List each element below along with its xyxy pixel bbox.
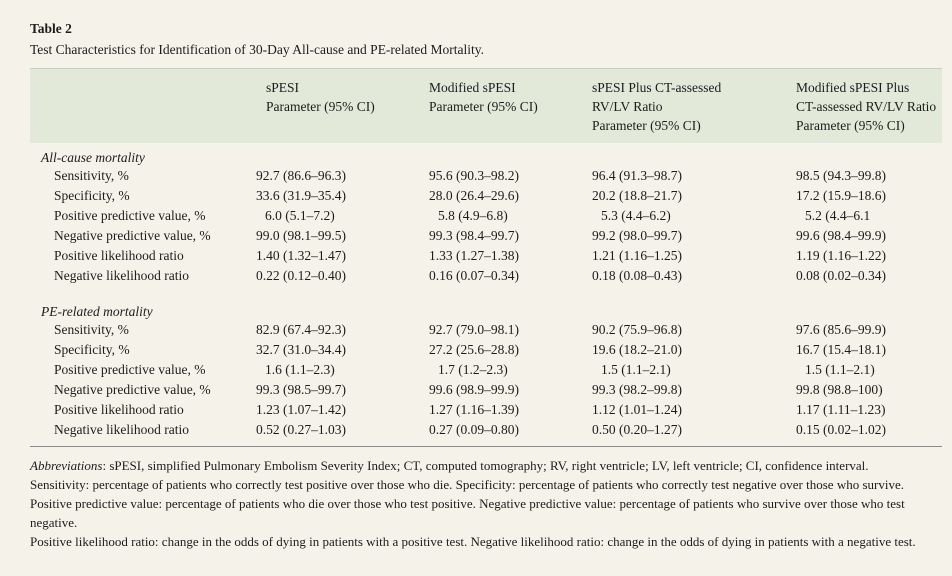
table-cell: 1.21 (1.16–1.25)	[592, 248, 682, 263]
table-row: Sensitivity, % 92.7 (86.6–96.3) 95.6 (90.3…	[30, 168, 942, 186]
table-row: Negative likelihood ratio 0.22 (0.12–0.40…	[30, 268, 942, 286]
table-cell: 0.15 (0.02–1.02)	[796, 422, 886, 437]
table-cell: 6.0 (5.1–7.2)	[265, 208, 335, 223]
table-cell: 0.52 (0.27–1.03)	[256, 422, 346, 437]
table-header: sPESI Parameter (95% CI) Modified sPESI …	[30, 68, 942, 143]
table-row: Positive predictive value, % 6.0 (5.1–7.2…	[30, 208, 942, 226]
table-cell: 5.3 (4.4–6.2)	[601, 208, 671, 223]
row-label: Specificity, %	[54, 342, 130, 357]
table-row: Negative predictive value, % 99.0 (98.1–9…	[30, 228, 942, 246]
table-cell: 1.5 (1.1–2.1)	[601, 362, 671, 377]
table-row: Negative likelihood ratio 0.52 (0.27–1.03…	[30, 422, 942, 440]
table-label: Table 2	[30, 21, 72, 36]
table-cell: 27.2 (25.6–28.8)	[429, 342, 519, 357]
table-cell: 99.2 (98.0–99.7)	[592, 228, 682, 243]
row-label: Negative predictive value, %	[54, 228, 211, 243]
table-cell: 92.7 (79.0–98.1)	[429, 322, 519, 337]
abbreviations-label: Abbreviations	[30, 458, 103, 473]
table-row: Sensitivity, % 82.9 (67.4–92.3) 92.7 (79.0…	[30, 322, 942, 340]
table-cell: 0.27 (0.09–0.80)	[429, 422, 519, 437]
table-cell: 0.08 (0.02–0.34)	[796, 268, 886, 283]
footnote-likelihood-ratio: Positive likelihood ratio: change in the…	[30, 534, 916, 549]
table-cell: 1.23 (1.07–1.42)	[256, 402, 346, 417]
column-header-spesi: sPESI Parameter (95% CI)	[266, 80, 375, 114]
table-cell: 1.40 (1.32–1.47)	[256, 248, 346, 263]
table-cell: 1.19 (1.16–1.22)	[796, 248, 886, 263]
table-cell: 1.17 (1.11–1.23)	[796, 402, 886, 417]
footnotes: Abbreviations: sPESI, simplified Pulmona…	[30, 456, 940, 551]
table-row: Negative predictive value, % 99.3 (98.5–9…	[30, 382, 942, 400]
table-cell: 97.6 (85.6–99.9)	[796, 322, 886, 337]
footnote-sensitivity: Sensitivity: percentage of patients who …	[30, 477, 904, 492]
table-cell: 99.6 (98.4–99.9)	[796, 228, 886, 243]
table-row: Specificity, % 33.6 (31.9–35.4) 28.0 (26.4…	[30, 188, 942, 206]
footnote-predictive-value: Positive predictive value: percentage of…	[30, 496, 905, 530]
row-label: Specificity, %	[54, 188, 130, 203]
table-cell: 5.2 (4.4–6.1	[805, 208, 871, 223]
column-header-modified-spesi: Modified sPESI Parameter (95% CI)	[429, 80, 538, 114]
row-label: Sensitivity, %	[54, 322, 129, 337]
row-label: Negative likelihood ratio	[54, 268, 189, 283]
table-cell: 90.2 (75.9–96.8)	[592, 322, 682, 337]
table-cell: 82.9 (67.4–92.3)	[256, 322, 346, 337]
row-label: Positive likelihood ratio	[54, 402, 184, 417]
table-cell: 5.8 (4.9–6.8)	[438, 208, 508, 223]
table-row: Specificity, % 32.7 (31.0–34.4) 27.2 (25.6…	[30, 342, 942, 360]
section-title-all-cause: All-cause mortality	[41, 150, 145, 165]
row-label: Positive predictive value, %	[54, 208, 206, 223]
table-cell: 99.3 (98.4–99.7)	[429, 228, 519, 243]
table-cell: 99.3 (98.2–99.8)	[592, 382, 682, 397]
table-cell: 17.2 (15.9–18.6)	[796, 188, 886, 203]
table-cell: 99.3 (98.5–99.7)	[256, 382, 346, 397]
table-cell: 0.22 (0.12–0.40)	[256, 268, 346, 283]
table-row: Positive predictive value, % 1.6 (1.1–2.3…	[30, 362, 942, 380]
section-title-pe-related: PE-related mortality	[41, 304, 153, 319]
column-header-modified-spesi-ct: Modified sPESI Plus CT-assessed RV/LV Ra…	[796, 80, 937, 133]
table-cell: 99.8 (98.8–100)	[796, 382, 883, 397]
row-label: Negative predictive value, %	[54, 382, 211, 397]
row-label: Positive predictive value, %	[54, 362, 206, 377]
table-cell: 33.6 (31.9–35.4)	[256, 188, 346, 203]
footnote-abbreviations: Abbreviations: sPESI, simplified Pulmona…	[30, 456, 940, 475]
table-cell: 32.7 (31.0–34.4)	[256, 342, 346, 357]
table-cell: 0.16 (0.07–0.34)	[429, 268, 519, 283]
table-cell: 95.6 (90.3–98.2)	[429, 168, 519, 183]
table-bottom-rule	[30, 446, 942, 447]
table-cell: 92.7 (86.6–96.3)	[256, 168, 346, 183]
table-cell: 1.6 (1.1–2.3)	[265, 362, 335, 377]
table-cell: 98.5 (94.3–99.8)	[796, 168, 886, 183]
table-cell: 1.5 (1.1–2.1)	[805, 362, 875, 377]
table-row: Positive likelihood ratio 1.23 (1.07–1.42…	[30, 402, 942, 420]
table-row: Positive likelihood ratio 1.40 (1.32–1.47…	[30, 248, 942, 266]
table-cell: 1.12 (1.01–1.24)	[592, 402, 682, 417]
table-cell: 1.7 (1.2–2.3)	[438, 362, 508, 377]
table-cell: 28.0 (26.4–29.6)	[429, 188, 519, 203]
table-cell: 0.50 (0.20–1.27)	[592, 422, 682, 437]
table-cell: 20.2 (18.8–21.7)	[592, 188, 682, 203]
table-cell: 19.6 (18.2–21.0)	[592, 342, 682, 357]
table-caption: Test Characteristics for Identification …	[30, 42, 485, 57]
table-cell: 1.33 (1.27–1.38)	[429, 248, 519, 263]
table-cell: 16.7 (15.4–18.1)	[796, 342, 886, 357]
table-cell: 1.27 (1.16–1.39)	[429, 402, 519, 417]
column-header-spesi-ct: sPESI Plus CT-assessed RV/LV Ratio Param…	[592, 80, 722, 133]
table-cell: 99.6 (98.9–99.9)	[429, 382, 519, 397]
table-cell: 0.18 (0.08–0.43)	[592, 268, 682, 283]
row-label: Sensitivity, %	[54, 168, 129, 183]
table-cell: 99.0 (98.1–99.5)	[256, 228, 346, 243]
results-table: sPESI Parameter (95% CI) Modified sPESI …	[30, 68, 942, 447]
abbreviations-text: : sPESI, simplified Pulmonary Embolism S…	[102, 458, 869, 473]
row-label: Negative likelihood ratio	[54, 422, 189, 437]
row-label: Positive likelihood ratio	[54, 248, 184, 263]
table-cell: 96.4 (91.3–98.7)	[592, 168, 682, 183]
